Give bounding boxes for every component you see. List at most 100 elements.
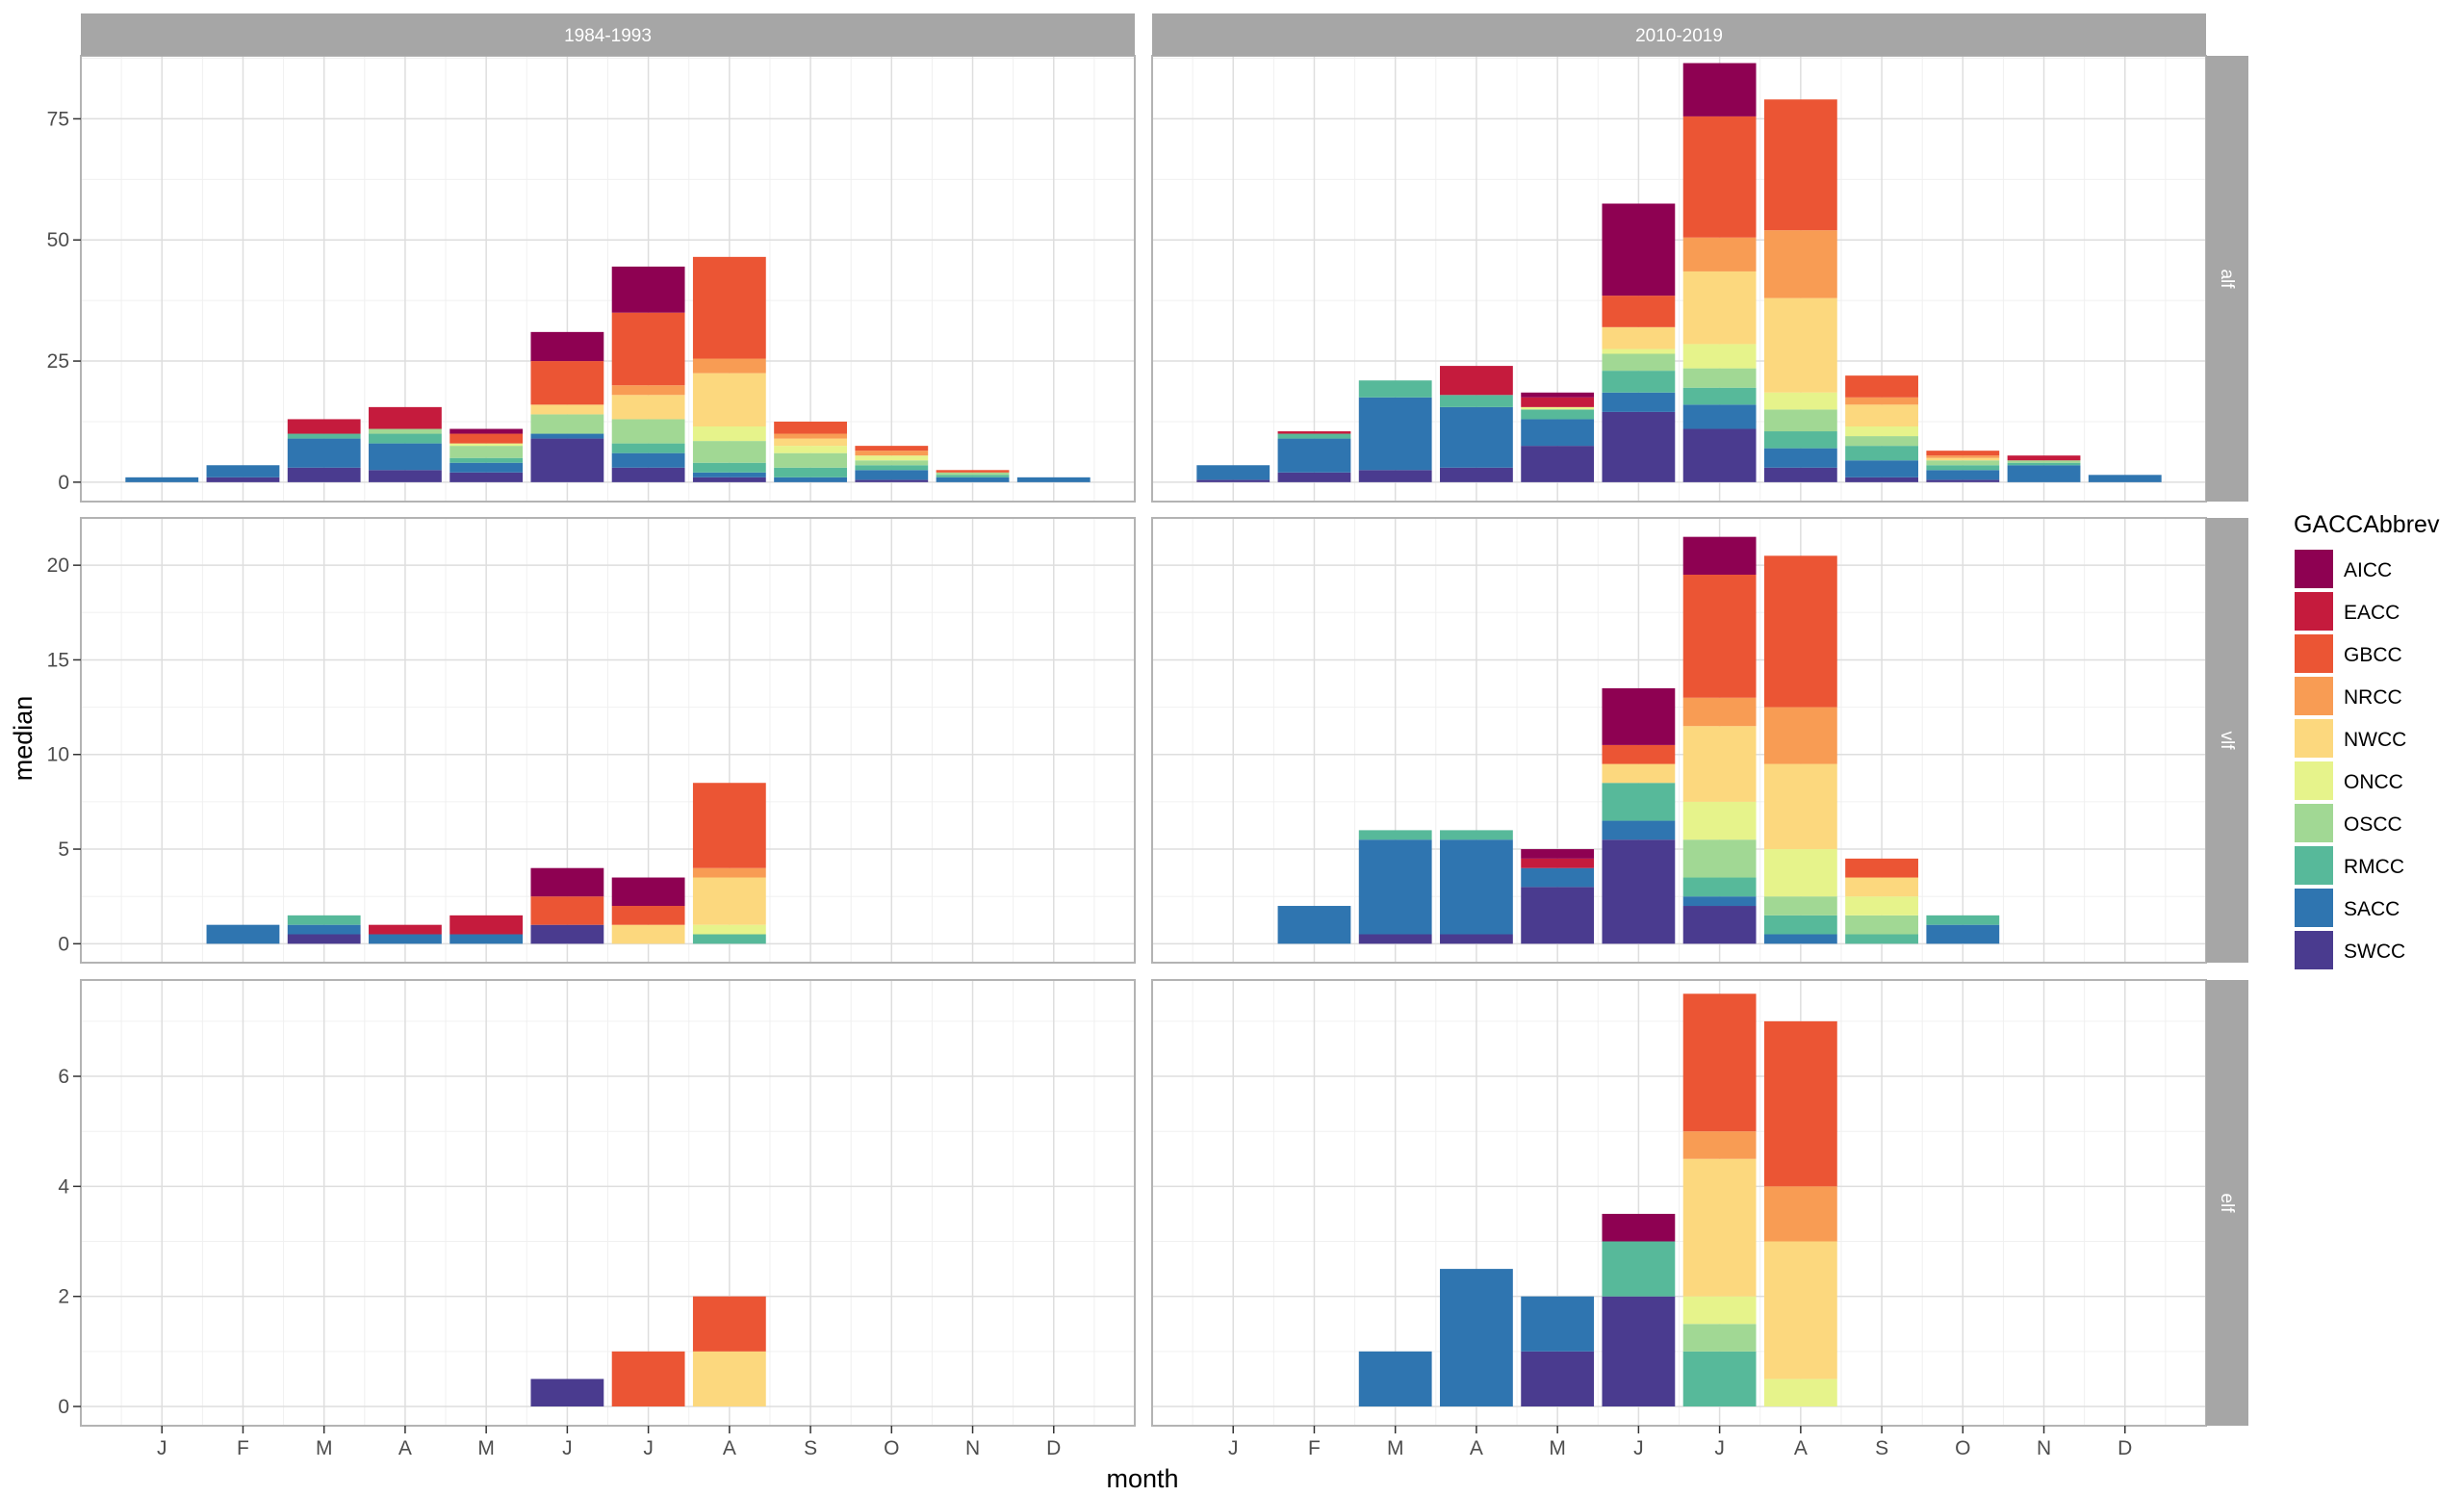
bar-segment-NRCC xyxy=(692,867,766,878)
legend-swatch xyxy=(2295,677,2333,715)
bar-segment-SACC xyxy=(1521,867,1595,888)
bar-segment-RMCC xyxy=(1277,433,1351,439)
legend-swatch xyxy=(2295,804,2333,842)
x-tick-label: J xyxy=(562,1437,573,1459)
bar-segment-ONCC xyxy=(449,443,524,447)
bar-segment-GBCC xyxy=(1682,993,1757,1132)
bar-segment-SACC xyxy=(1358,397,1432,471)
bar-segment-NWCC xyxy=(1763,763,1837,850)
bar-segment-SACC xyxy=(1358,839,1432,935)
legend-label: NWCC xyxy=(2344,729,2406,751)
bar-segment-SACC xyxy=(206,465,280,477)
bar-segment-GBCC xyxy=(1763,555,1837,708)
legend-item-RMCC: RMCC xyxy=(2295,846,2404,885)
bar-segment-SACC xyxy=(1763,448,1837,468)
legend-label: AICC xyxy=(2344,559,2392,581)
bar-segment-GBCC xyxy=(692,256,766,359)
bar-segment-OSCC xyxy=(1763,896,1837,916)
x-tick-label: J xyxy=(643,1437,654,1459)
x-tick-label: M xyxy=(316,1437,333,1459)
bar-segment-RMCC xyxy=(774,467,847,477)
panel-alf-2010-2019 xyxy=(1151,55,2207,503)
bar-segment-SACC xyxy=(1358,1351,1432,1406)
column-strip-2010-2019 xyxy=(1152,13,2206,56)
bar-segment-RMCC xyxy=(1602,1241,1676,1297)
x-tick-label: J xyxy=(1228,1437,1239,1459)
bar-segment-RMCC xyxy=(1845,446,1918,461)
bar-segment-ONCC xyxy=(1682,1296,1757,1325)
bar-segment-OSCC xyxy=(1763,409,1837,432)
y-axes: 0 25 50 75 0 5 10 15 20 0 2 4 6 xyxy=(47,108,81,1418)
legend-swatch xyxy=(2295,550,2333,588)
x-tick-label: M xyxy=(477,1437,495,1459)
bar-segment-RMCC xyxy=(1440,395,1513,407)
x-tick-label: O xyxy=(1955,1437,1970,1459)
bar-segment-SWCC xyxy=(692,477,766,482)
bar-segment-SACC xyxy=(287,924,361,935)
bar-segment-SWCC xyxy=(1602,1296,1676,1406)
legend-label: SACC xyxy=(2344,898,2400,920)
x-tick-label: J xyxy=(1714,1437,1725,1459)
legend-title: GACCAbbrev xyxy=(2294,511,2440,538)
bar-segment-AICC xyxy=(449,428,524,434)
legend-label: EACC xyxy=(2344,602,2400,624)
y-tick-label: 0 xyxy=(58,472,69,494)
bar-segment-SWCC xyxy=(369,470,442,482)
bar-segment-SWCC xyxy=(206,477,280,482)
y-tick-label: 50 xyxy=(47,229,69,251)
bar-segment-NWCC xyxy=(611,395,685,420)
bar-segment-NWCC xyxy=(530,404,604,415)
x-tick-label: J xyxy=(1633,1437,1644,1459)
bar-segment-AICC xyxy=(1602,203,1676,297)
y-tick-label: 4 xyxy=(58,1175,69,1198)
bar-segment-SACC xyxy=(1521,1296,1595,1352)
bar-segment-GBCC xyxy=(1682,574,1757,698)
bar-segment-RMCC xyxy=(855,465,929,471)
bar-segment-NWCC xyxy=(692,877,766,925)
y-tick-label: 25 xyxy=(47,350,69,373)
y-tick-label: 0 xyxy=(58,1396,69,1418)
bar-segment-NRCC xyxy=(774,433,847,439)
x-tick-label: J xyxy=(157,1437,167,1459)
x-tick-label: D xyxy=(1046,1437,1061,1459)
bar-segment-AICC xyxy=(1682,536,1757,575)
legend-item-ONCC: ONCC xyxy=(2295,761,2403,800)
legend-label: NRCC xyxy=(2344,686,2402,709)
legend-items: AICC EACC GBCC NRCC NWCC ONCC OSCC RMCC SACC SWCC xyxy=(2295,550,2406,969)
bar-segment-GBCC xyxy=(1682,116,1757,238)
bar-segment-SACC xyxy=(1926,470,2000,480)
bar-segment-NWCC xyxy=(1845,877,1918,897)
bar-segment-NRCC xyxy=(855,451,929,456)
bar-segment-SACC xyxy=(774,477,847,482)
bar-segment-SWCC xyxy=(1602,839,1676,944)
bar-segment-RMCC xyxy=(1763,431,1837,449)
bar-segment-SWCC xyxy=(1277,472,1351,482)
legend: GACCAbbrev AICC EACC GBCC NRCC NWCC ONCC OSCC R… xyxy=(2294,511,2440,969)
bar-segment-RMCC xyxy=(1602,371,1676,393)
legend-swatch xyxy=(2295,592,2333,631)
bar-segment-RMCC xyxy=(692,462,766,473)
bar-segment-GBCC xyxy=(1602,296,1676,327)
legend-item-NWCC: NWCC xyxy=(2295,719,2406,758)
bar-segment-SWCC xyxy=(530,1379,604,1406)
x-tick-label: S xyxy=(1875,1437,1888,1459)
bar-segment-ONCC xyxy=(1845,426,1918,437)
bar-segment-EACC xyxy=(1440,366,1513,396)
bar-segment-ONCC xyxy=(1763,1379,1837,1406)
bar-segment-NRCC xyxy=(1682,237,1757,271)
bar-segment-NRCC xyxy=(1845,397,1918,405)
legend-item-SACC: SACC xyxy=(2295,889,2400,927)
bar-segment-RMCC xyxy=(1440,830,1513,840)
bar-segment-GBCC xyxy=(530,896,604,925)
bar-segment-RMCC xyxy=(1845,934,1918,944)
bar-segment-RMCC xyxy=(1358,380,1432,398)
bar-segment-SACC xyxy=(1277,438,1351,473)
row-strip-label: elf xyxy=(2217,1193,2237,1213)
x-tick-label: M xyxy=(1387,1437,1404,1459)
bar-segment-SWCC xyxy=(855,479,929,482)
x-tick-label: D xyxy=(2118,1437,2132,1459)
bar-segment-RMCC xyxy=(611,443,685,453)
bar-segment-GBCC xyxy=(611,906,685,925)
bar-segment-GBCC xyxy=(449,433,524,444)
legend-swatch xyxy=(2295,761,2333,800)
